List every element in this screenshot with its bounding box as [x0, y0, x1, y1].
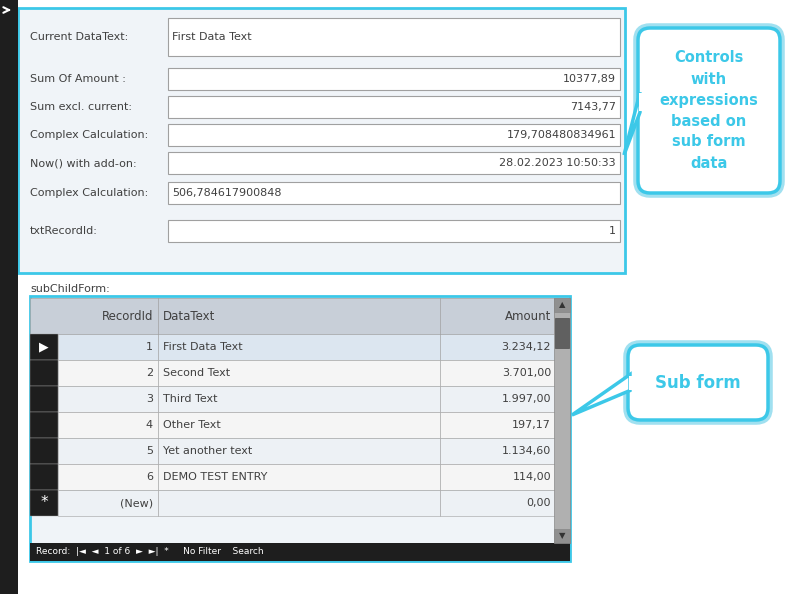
Text: 28.02.2023 10:50:33: 28.02.2023 10:50:33: [499, 158, 616, 168]
Bar: [158, 438, 440, 464]
Bar: [554, 298, 570, 312]
Bar: [58, 412, 158, 438]
Bar: [58, 464, 158, 490]
Text: Sub form: Sub form: [655, 374, 741, 391]
Text: ▼: ▼: [558, 532, 566, 541]
Text: 5: 5: [146, 446, 153, 456]
Text: 197,17: 197,17: [512, 420, 551, 430]
Text: 7143,77: 7143,77: [570, 102, 616, 112]
FancyBboxPatch shape: [628, 345, 768, 420]
Bar: [554, 298, 570, 543]
Bar: [639, 93, 653, 111]
Text: 179,708480834961: 179,708480834961: [506, 130, 616, 140]
Text: Third Text: Third Text: [163, 394, 218, 404]
Bar: [440, 412, 556, 438]
Bar: [30, 438, 58, 464]
Text: Current DataText:: Current DataText:: [30, 32, 128, 42]
Bar: [158, 464, 440, 490]
Text: ▲: ▲: [558, 301, 566, 309]
Bar: [30, 360, 58, 386]
Text: 2: 2: [146, 368, 153, 378]
Bar: [168, 18, 620, 56]
Bar: [158, 490, 440, 516]
Text: Record:  |◄  ◄  1 of 6  ►  ►|  *     No Filter    Search: Record: |◄ ◄ 1 of 6 ► ►| * No Filter Sea…: [36, 548, 263, 557]
Text: Complex Calculation:: Complex Calculation:: [30, 188, 148, 198]
Bar: [440, 490, 556, 516]
Bar: [58, 386, 158, 412]
Text: 1: 1: [609, 226, 616, 236]
Text: First Data Text: First Data Text: [172, 32, 252, 42]
Text: ▶: ▶: [40, 340, 49, 353]
Text: Now() with add-on:: Now() with add-on:: [30, 158, 137, 168]
Bar: [168, 124, 620, 146]
Bar: [629, 375, 643, 390]
Text: Controls
with
expressions
based on
sub form
data: Controls with expressions based on sub f…: [660, 50, 759, 170]
Text: *: *: [40, 495, 47, 510]
Text: DEMO TEST ENTRY: DEMO TEST ENTRY: [163, 472, 267, 482]
FancyBboxPatch shape: [638, 28, 780, 193]
Text: 506,784617900848: 506,784617900848: [172, 188, 282, 198]
Text: 0,00: 0,00: [527, 498, 551, 508]
Bar: [440, 386, 556, 412]
Bar: [168, 96, 620, 118]
Text: Other Text: Other Text: [163, 420, 221, 430]
Bar: [555, 318, 569, 348]
Bar: [158, 386, 440, 412]
Text: 4: 4: [146, 420, 153, 430]
Text: 114,00: 114,00: [513, 472, 551, 482]
Bar: [0, 0, 18, 594]
Bar: [168, 152, 620, 174]
Bar: [440, 438, 556, 464]
Text: Complex Calculation:: Complex Calculation:: [30, 130, 148, 140]
Text: 1.134,60: 1.134,60: [501, 446, 551, 456]
Text: (New): (New): [120, 498, 153, 508]
Bar: [18, 8, 625, 273]
Text: 3: 3: [146, 394, 153, 404]
Bar: [30, 464, 58, 490]
Text: RecordId: RecordId: [101, 309, 153, 323]
Bar: [440, 464, 556, 490]
Bar: [30, 334, 58, 360]
Bar: [440, 334, 556, 360]
Text: 1.997,00: 1.997,00: [501, 394, 551, 404]
Bar: [30, 543, 570, 561]
Bar: [58, 490, 158, 516]
Text: 1: 1: [146, 342, 153, 352]
Text: subChildForm:: subChildForm:: [30, 284, 110, 294]
Bar: [168, 182, 620, 204]
Bar: [30, 386, 58, 412]
Text: Sum Of Amount :: Sum Of Amount :: [30, 74, 126, 84]
Polygon shape: [572, 374, 630, 415]
Bar: [158, 334, 440, 360]
Polygon shape: [624, 92, 640, 155]
Text: 3.234,12: 3.234,12: [501, 342, 551, 352]
Bar: [158, 412, 440, 438]
Text: 10377,89: 10377,89: [563, 74, 616, 84]
Bar: [30, 412, 58, 438]
Text: DataText: DataText: [163, 309, 215, 323]
Bar: [58, 438, 158, 464]
Bar: [30, 296, 570, 561]
Text: First Data Text: First Data Text: [163, 342, 243, 352]
Bar: [58, 334, 158, 360]
Text: Yet another text: Yet another text: [163, 446, 252, 456]
Bar: [158, 360, 440, 386]
Bar: [554, 529, 570, 543]
Text: 6: 6: [146, 472, 153, 482]
Text: Second Text: Second Text: [163, 368, 230, 378]
Bar: [440, 360, 556, 386]
Text: txtRecordId:: txtRecordId:: [30, 226, 98, 236]
Text: 3.701,00: 3.701,00: [501, 368, 551, 378]
Bar: [30, 490, 58, 516]
Text: Amount: Amount: [505, 309, 551, 323]
Bar: [168, 220, 620, 242]
Bar: [30, 298, 554, 334]
Bar: [168, 68, 620, 90]
Text: Sum excl. current:: Sum excl. current:: [30, 102, 132, 112]
Bar: [58, 360, 158, 386]
